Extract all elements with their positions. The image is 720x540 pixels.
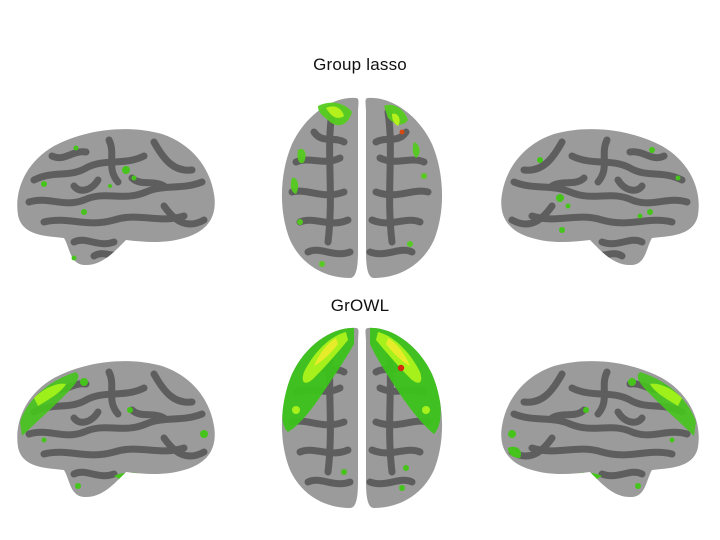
brain-dorsal-view-growl: [274, 322, 446, 512]
brain-left-lateral-group-lasso: [14, 120, 216, 270]
brain-right-lateral-growl: [500, 352, 702, 502]
panel-title-growl: GrOWL: [330, 296, 390, 315]
brain-dorsal-view-group-lasso: [274, 92, 446, 282]
brain-left-lateral-growl: [14, 352, 216, 502]
brain-right-lateral-group-lasso: [500, 120, 702, 270]
panel-title-group-lasso: Group lasso: [313, 55, 407, 74]
